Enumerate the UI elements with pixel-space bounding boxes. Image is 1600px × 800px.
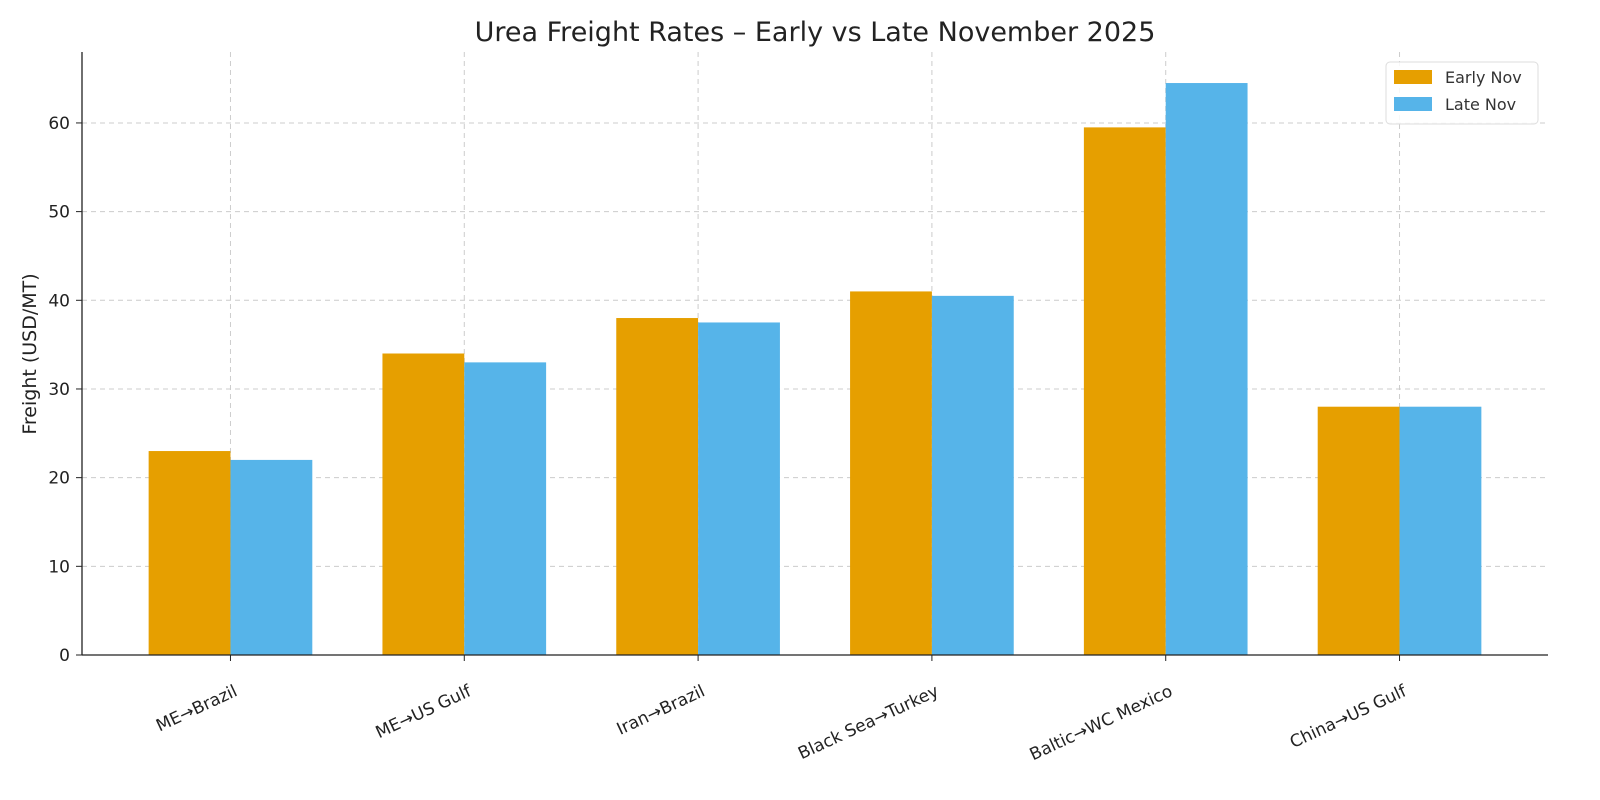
y-tick-label: 20 — [48, 469, 70, 489]
y-tick-label: 10 — [48, 557, 70, 577]
bar-early-nov — [1083, 127, 1166, 655]
y-tick-label: 60 — [48, 114, 70, 134]
bar-early-nov — [382, 353, 465, 655]
bar-late-nov — [931, 295, 1014, 655]
x-tick-label: Black Sea→Turkey — [795, 681, 942, 764]
legend-label: Late Nov — [1445, 95, 1516, 114]
bar-early-nov — [850, 291, 932, 655]
x-tick-label: ME→Brazil — [153, 681, 240, 736]
legend-swatch — [1394, 70, 1432, 84]
x-tick-label: China→US Gulf — [1287, 681, 1411, 753]
bar-early-nov — [616, 318, 699, 655]
x-tick-label: Iran→Brazil — [614, 681, 708, 739]
bar-early-nov — [148, 451, 231, 655]
chart-title: Urea Freight Rates – Early vs Late Novem… — [475, 17, 1156, 48]
x-tick-label: ME→US Gulf — [373, 681, 476, 743]
bar-late-nov — [230, 459, 313, 655]
bar-late-nov — [464, 362, 547, 655]
y-tick-label: 50 — [48, 203, 70, 223]
y-tick-label: 40 — [48, 291, 70, 311]
y-tick-label: 0 — [59, 646, 70, 666]
y-tick-label: 30 — [48, 380, 70, 400]
legend-swatch — [1394, 97, 1432, 111]
bar-late-nov — [1399, 406, 1482, 655]
bar-late-nov — [698, 322, 780, 655]
bar-late-nov — [1165, 83, 1248, 656]
legend: Early Nov Late Nov — [1385, 61, 1539, 125]
y-axis-label: Freight (USD/MT) — [19, 273, 41, 434]
bar-early-nov — [1317, 406, 1400, 655]
x-tick-label: Baltic→WC Mexico — [1027, 681, 1176, 765]
legend-label: Early Nov — [1445, 68, 1522, 87]
